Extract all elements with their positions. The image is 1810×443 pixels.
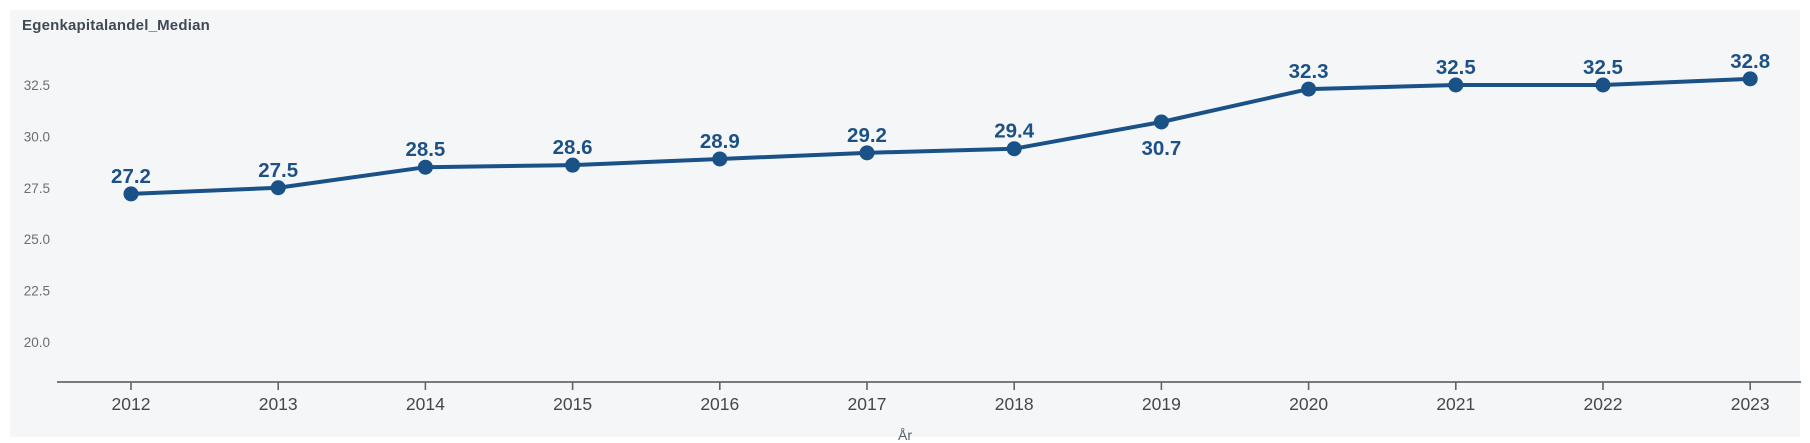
y-tick-label: 25.0	[24, 232, 50, 247]
data-point-label: 29.2	[847, 124, 887, 147]
data-point-marker[interactable]	[712, 151, 728, 167]
data-point-marker[interactable]	[1742, 71, 1758, 87]
data-point-label: 27.5	[258, 159, 298, 182]
data-point-label: 29.4	[994, 120, 1034, 143]
x-tick-label: 2012	[112, 394, 151, 414]
series-line	[129, 76, 1753, 196]
x-tick-label: 2020	[1289, 394, 1328, 414]
data-point-label: 32.5	[1436, 56, 1476, 79]
x-tick-label: 2021	[1436, 394, 1475, 414]
x-tick-label: 2017	[848, 394, 887, 414]
x-tick-label: 2019	[1142, 394, 1181, 414]
data-point-label: 28.6	[553, 136, 593, 159]
data-point-label: 28.5	[405, 138, 445, 161]
data-point-marker[interactable]	[1448, 77, 1464, 93]
y-tick-label: 32.5	[24, 78, 50, 93]
data-point-label: 32.5	[1583, 56, 1623, 79]
x-tick-label: 2014	[406, 394, 445, 414]
x-tick-label: 2022	[1584, 394, 1623, 414]
y-tick-label: 20.0	[24, 335, 50, 350]
data-point-marker[interactable]	[1006, 141, 1022, 157]
x-tick-label: 2018	[995, 394, 1034, 414]
data-point-marker[interactable]	[1595, 77, 1611, 93]
data-point-marker[interactable]	[1301, 81, 1317, 97]
data-point-marker[interactable]	[565, 157, 581, 173]
data-point-label: 30.7	[1141, 137, 1181, 160]
data-point-marker[interactable]	[859, 145, 875, 161]
x-tick-label: 2015	[553, 394, 592, 414]
data-point-label: 27.2	[111, 165, 151, 188]
data-point-marker[interactable]	[1153, 114, 1169, 130]
y-tick-label: 30.0	[24, 129, 50, 144]
data-point-marker[interactable]	[270, 180, 286, 196]
data-point-marker[interactable]	[417, 159, 433, 175]
chart-panel	[10, 10, 1800, 437]
data-point-label: 32.3	[1289, 60, 1329, 83]
x-tick-label: 2023	[1731, 394, 1770, 414]
y-tick-label: 27.5	[24, 181, 50, 196]
y-tick-label: 22.5	[24, 284, 50, 299]
x-tick-label: 2016	[700, 394, 739, 414]
chart-title: Egenkapitalandel_Median	[22, 17, 210, 34]
x-axis-title: År	[898, 427, 912, 443]
data-point-marker[interactable]	[123, 186, 139, 202]
x-tick-label: 2013	[259, 394, 298, 414]
data-point-label: 32.8	[1730, 50, 1770, 73]
data-point-label: 28.9	[700, 130, 740, 153]
